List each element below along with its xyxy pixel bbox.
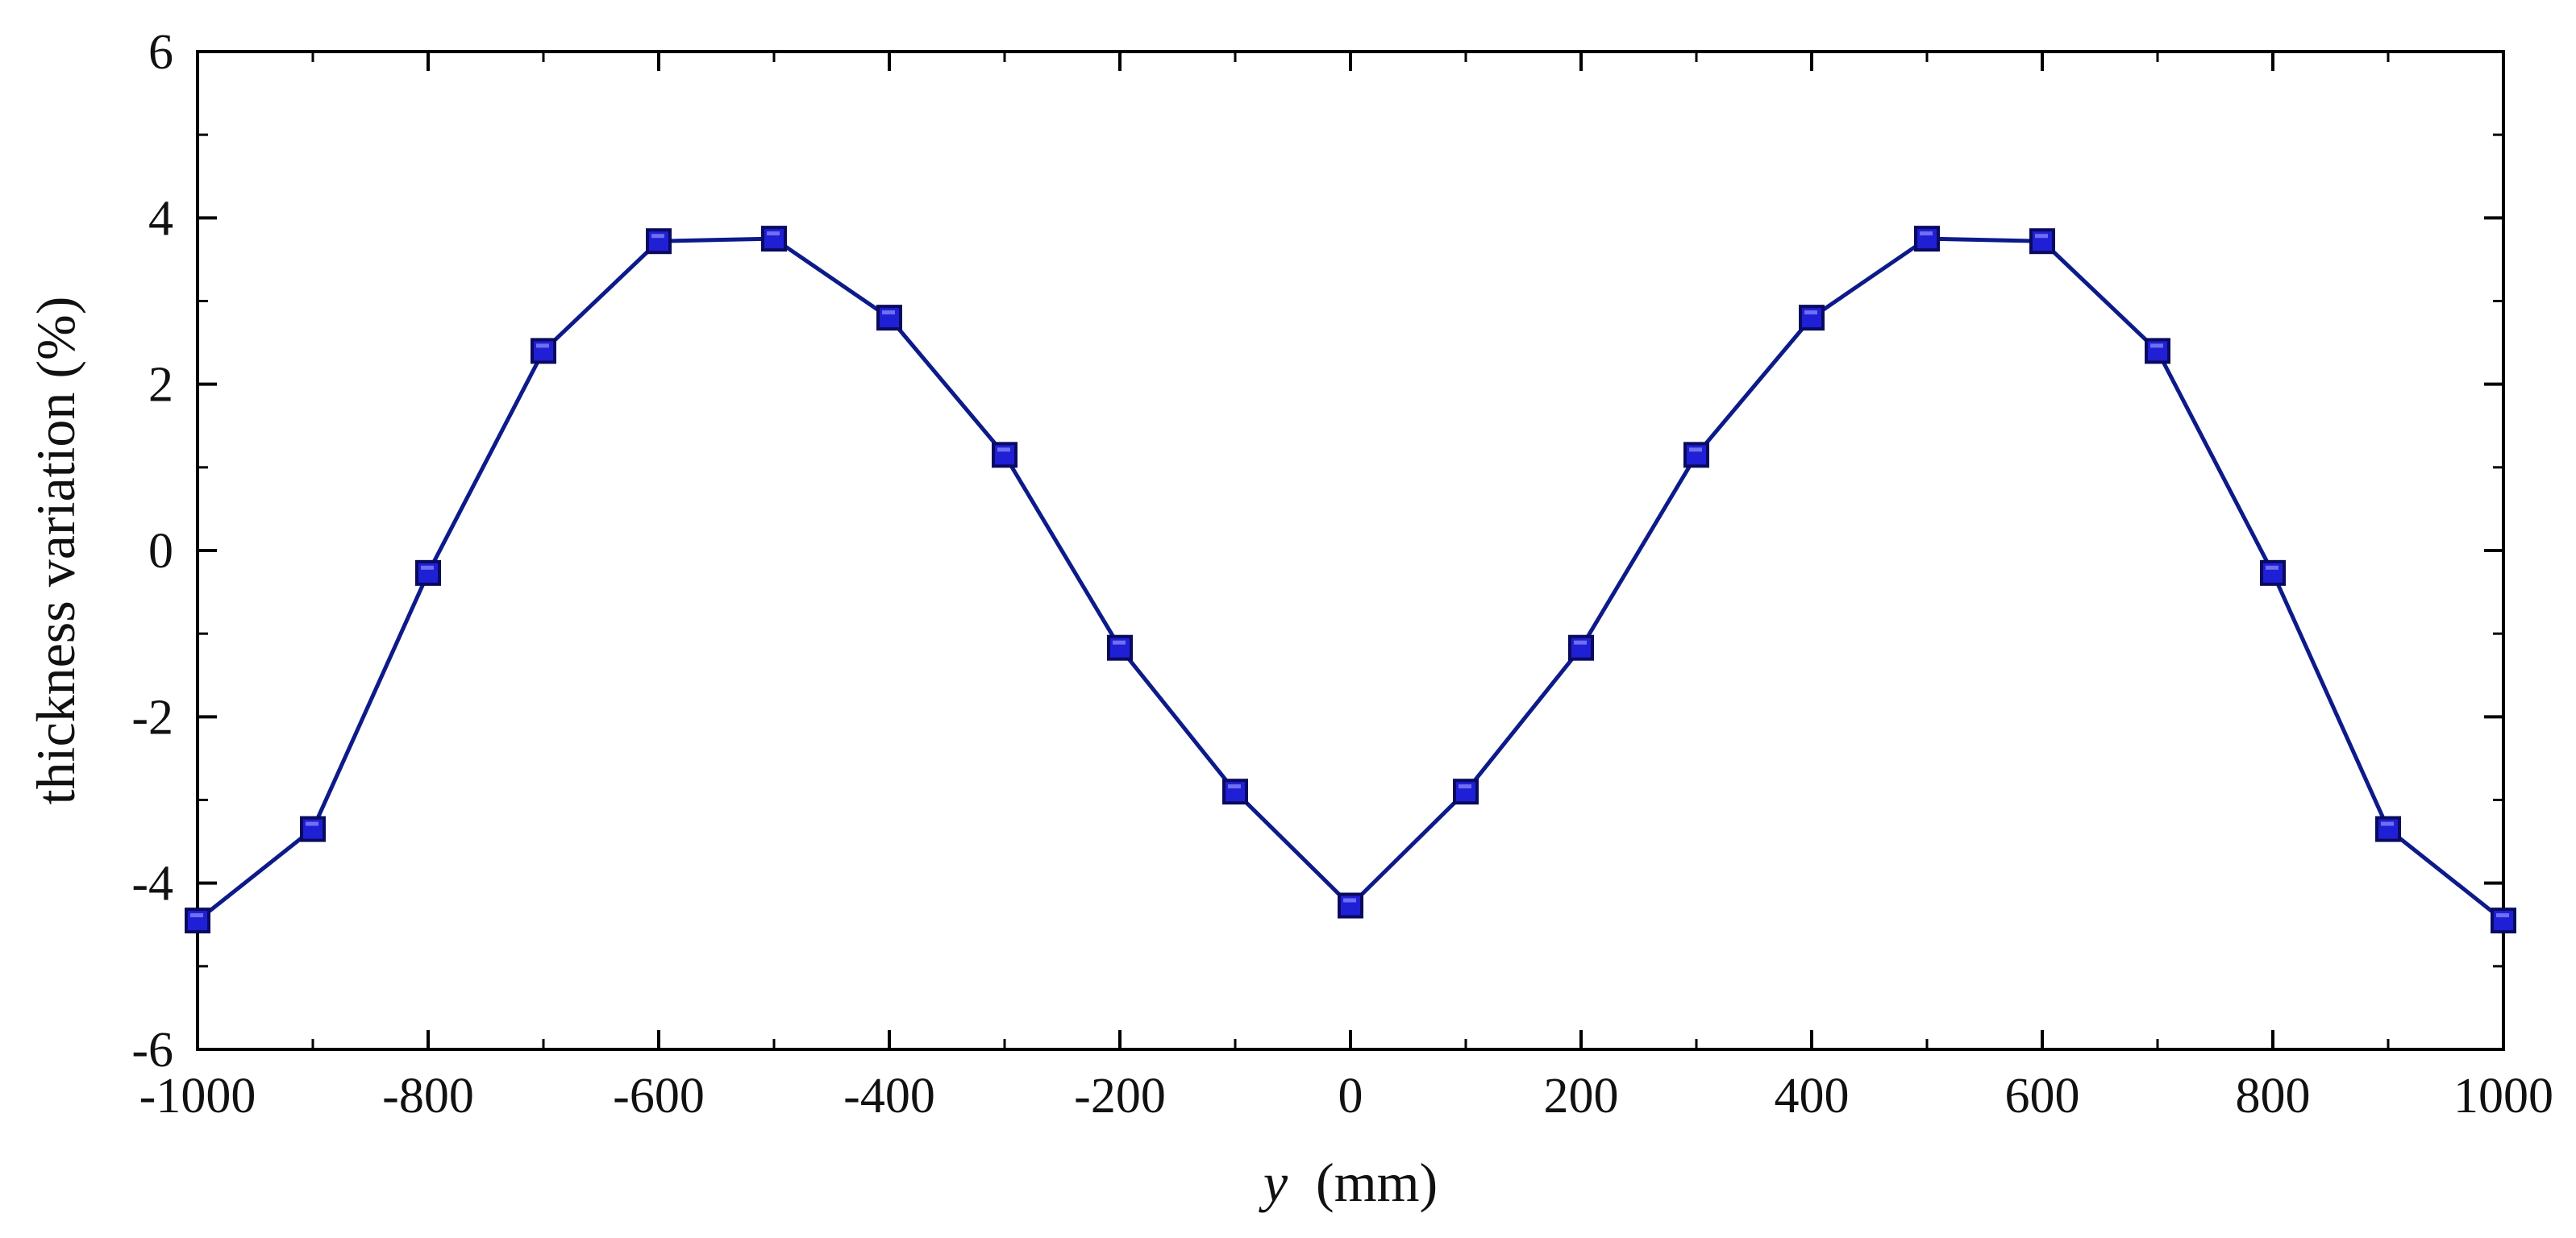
data-point — [1799, 305, 1825, 331]
y-tick-label: -4 — [131, 857, 173, 912]
data-point-highlight — [2035, 234, 2048, 239]
data-point-highlight — [1574, 640, 1587, 645]
y-axis-ticks: -6 -4 -2 0 2 4 6 — [131, 25, 2503, 1078]
data-point — [1453, 779, 1479, 805]
y-tick-label: -6 — [131, 1023, 173, 1078]
data-point-highlight — [190, 913, 203, 918]
data-point-highlight — [536, 343, 549, 348]
data-point — [876, 305, 902, 331]
x-tick-label: 1000 — [2453, 1069, 2553, 1124]
data-point — [1568, 634, 1594, 661]
y-tick-label: 2 — [148, 358, 173, 413]
data-point-highlight — [882, 310, 895, 315]
data-point-highlight — [651, 234, 664, 239]
data-point — [300, 816, 326, 842]
data-point-highlight — [2381, 821, 2394, 826]
x-tick-label: 400 — [1775, 1069, 1850, 1124]
data-point-highlight — [1113, 640, 1126, 645]
data-point-highlight — [1459, 784, 1471, 789]
data-point — [2260, 559, 2286, 586]
x-tick-label: 0 — [1338, 1069, 1363, 1124]
x-tick-label: 600 — [2005, 1069, 2080, 1124]
data-point — [2145, 338, 2170, 364]
data-point — [1222, 779, 1248, 805]
x-tick-label: -200 — [1074, 1069, 1166, 1124]
x-tick-label: -400 — [843, 1069, 935, 1124]
y-tick-label: 0 — [148, 524, 173, 579]
data-point — [646, 228, 672, 255]
y-tick-label: 4 — [148, 191, 173, 246]
data-point-highlight — [1343, 898, 1356, 903]
y-axis-title: thickness variation (%) — [25, 297, 86, 805]
data-point — [761, 226, 787, 252]
data-point — [1914, 226, 1940, 252]
data-point — [1683, 442, 1709, 468]
data-point-highlight — [1689, 447, 1702, 452]
data-point-highlight — [2150, 343, 2163, 348]
series-layer — [185, 226, 2516, 934]
x-axis-symbol: y — [1259, 1152, 1288, 1213]
data-point — [2491, 908, 2516, 934]
data-point — [185, 908, 210, 934]
data-point-highlight — [306, 821, 318, 826]
data-point — [1107, 634, 1133, 661]
data-point-highlight — [2266, 565, 2278, 570]
y-tick-label: -2 — [131, 690, 173, 745]
data-point-highlight — [1228, 784, 1241, 789]
data-point — [992, 442, 1017, 468]
x-tick-label: -1000 — [139, 1069, 256, 1124]
data-point — [1338, 892, 1363, 919]
x-axis-title: y (mm) — [1259, 1152, 1438, 1213]
data-point — [415, 559, 441, 586]
data-point — [2029, 228, 2055, 255]
x-tick-label: 200 — [1544, 1069, 1619, 1124]
data-point — [2375, 816, 2401, 842]
x-axis-ticks: -1000 -800 -600 -400 -200 0 200 400 600 800 1000 — [139, 52, 2553, 1124]
x-tick-label: 800 — [2236, 1069, 2311, 1124]
data-point-highlight — [1920, 231, 1933, 236]
x-tick-label: -800 — [382, 1069, 474, 1124]
data-point-highlight — [2496, 913, 2509, 918]
data-point-highlight — [997, 447, 1010, 452]
data-point-highlight — [767, 231, 780, 236]
x-tick-label: -600 — [613, 1069, 705, 1124]
data-point-highlight — [1804, 310, 1817, 315]
y-tick-label: 6 — [148, 25, 173, 80]
data-point — [531, 338, 556, 364]
data-point-highlight — [421, 565, 434, 570]
x-axis-unit: (mm) — [1316, 1152, 1438, 1213]
